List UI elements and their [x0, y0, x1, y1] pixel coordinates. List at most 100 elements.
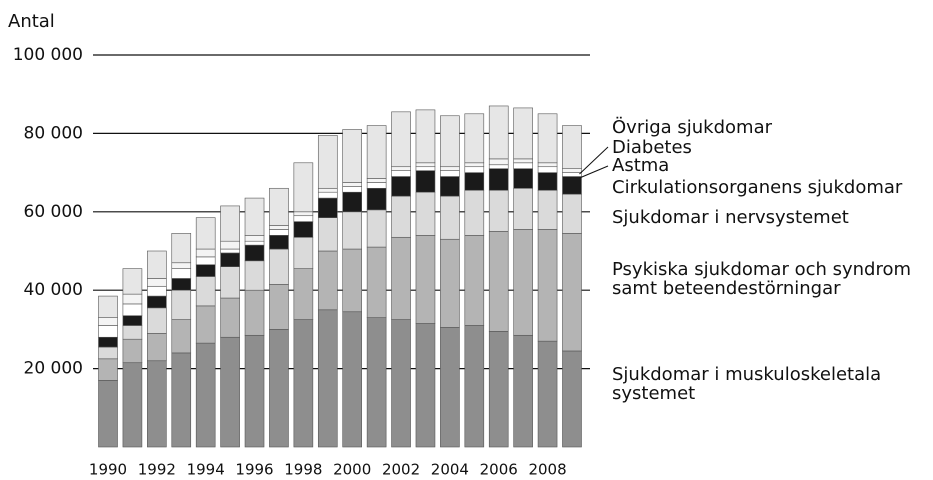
bar-segment: [171, 352, 192, 448]
bar-segment: [293, 268, 314, 320]
bar-segment: [195, 276, 216, 307]
bar-segment: [220, 336, 240, 448]
bar-segment: [415, 191, 436, 236]
bar-segment: [317, 250, 338, 311]
bar-segment: [513, 168, 533, 189]
bar-segment: [537, 113, 558, 164]
bar-segment: [488, 231, 509, 332]
bar-segment: [342, 311, 363, 448]
bar-segment: [293, 211, 314, 217]
bar-segment: [342, 186, 363, 193]
bar-segment: [195, 217, 216, 250]
bar-segment: [391, 176, 411, 197]
bar-segment: [464, 235, 485, 326]
bar-segment: [171, 268, 192, 279]
bar-segment: [98, 295, 118, 318]
bar-segment: [342, 129, 363, 183]
bar-segment: [391, 319, 411, 448]
bar-segment: [171, 319, 192, 354]
bar-segment: [220, 252, 240, 267]
bar-segment: [147, 285, 167, 297]
bar-segment: [488, 189, 509, 232]
bar-segment: [317, 217, 338, 252]
bar-segment: [391, 111, 411, 168]
bar-segment: [269, 235, 289, 250]
legend-label: Astma: [612, 155, 670, 176]
bar-segment: [122, 362, 143, 448]
bar-segment: [366, 125, 387, 179]
bar-segment: [440, 327, 460, 448]
bar-segment: [513, 107, 533, 160]
bar-segment: [537, 189, 558, 230]
bar-segment: [464, 325, 485, 448]
bar-segment: [171, 262, 192, 269]
bar-segment: [171, 233, 192, 264]
bar-segment: [537, 166, 558, 173]
bar-segment: [366, 178, 387, 183]
bar-segment: [464, 113, 485, 164]
bar-segment: [98, 346, 118, 360]
bar-segment: [391, 170, 411, 177]
bar-segment: [488, 164, 509, 169]
bar-segment: [537, 162, 558, 168]
x-tick-label: 1998: [284, 461, 322, 479]
bar-segment: [171, 278, 192, 291]
bar-segment: [562, 168, 582, 173]
bar-segment: [122, 338, 143, 364]
bar-segment: [220, 248, 240, 254]
bar-segment: [269, 284, 289, 330]
x-tick-label: 1992: [138, 461, 176, 479]
x-tick-label: 1994: [187, 461, 225, 479]
bar-segment: [244, 244, 265, 262]
bar-segment: [415, 235, 436, 324]
bar-segment: [98, 325, 118, 338]
bar-segment: [440, 176, 460, 197]
x-tick-label: 1996: [235, 461, 273, 479]
bar-segment: [269, 248, 289, 285]
bar-segment: [415, 170, 436, 193]
bar-segment: [464, 166, 485, 173]
bar-segment: [147, 250, 167, 279]
bar-segment: [98, 358, 118, 381]
bar-segment: [464, 172, 485, 191]
x-tick-label: 2000: [333, 461, 371, 479]
bar-segment: [342, 191, 363, 213]
x-tick-label: 2006: [480, 461, 518, 479]
bar-segment: [293, 221, 314, 238]
x-tick-label: 1990: [89, 461, 127, 479]
bar-segment: [440, 166, 460, 171]
legend-label: Psykiska sjukdomar och syndrom samt bete…: [612, 259, 912, 299]
bar-segment: [342, 182, 363, 187]
bar-segment: [366, 246, 387, 318]
bar-segment: [562, 350, 582, 448]
bar-segment: [488, 168, 509, 191]
y-tick-label: 60 000: [24, 202, 83, 222]
bar-segment: [220, 266, 240, 299]
bar-segment: [317, 191, 338, 199]
bar-segment: [366, 182, 387, 189]
legend-label: Övriga sjukdomar: [612, 117, 773, 138]
bar-segment: [147, 278, 167, 287]
bar-segment: [293, 162, 314, 213]
bar-segment: [269, 329, 289, 448]
bar-segment: [244, 289, 265, 336]
bar-segment: [537, 172, 558, 191]
bar-segment: [244, 240, 265, 246]
bar-segment: [488, 105, 509, 160]
bar-segment: [269, 229, 289, 236]
bar-segment: [293, 215, 314, 222]
bar-segment: [366, 187, 387, 211]
bar-segment: [562, 176, 582, 195]
legend-label: Cirkulationsorganens sjukdomar: [612, 177, 903, 198]
bar-segment: [415, 323, 436, 448]
bar-segment: [317, 135, 338, 189]
bar-segment: [391, 166, 411, 171]
bar-segment: [562, 172, 582, 177]
bar-segment: [342, 248, 363, 313]
bar-segment: [415, 166, 436, 171]
bar-segment: [122, 303, 143, 316]
legend-label: Sjukdomar i nervsystemet: [612, 207, 849, 228]
bar-segment: [98, 380, 118, 448]
bar-segment: [513, 187, 533, 230]
